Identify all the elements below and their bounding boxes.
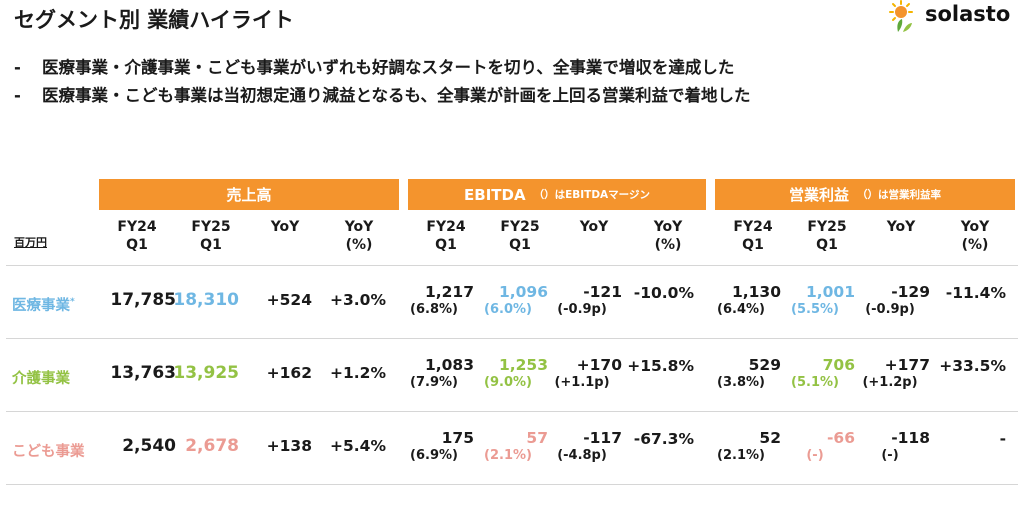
unit-label: 百万円 <box>14 236 47 249</box>
summary-bullet: - 医療事業・介護事業・こども事業がいずれも好調なスタートを切り、全事業で増収を達… <box>14 58 735 77</box>
op-fy25-cell: 706 (5.1%) <box>791 356 855 391</box>
summary-bullets: - 医療事業・介護事業・こども事業がいずれも好調なスタートを切り、全事業で増収を達… <box>14 54 751 110</box>
ebitda-pct-cell: -67.3% <box>633 430 694 448</box>
ebitda-pct-cell: +15.8% <box>627 357 694 375</box>
sales-pct-cell: +5.4% <box>330 437 386 455</box>
op-pct-cell: -11.4% <box>945 284 1006 302</box>
sales-fy25-cell: 18,310 <box>173 290 239 310</box>
sales-pct-cell: +1.2% <box>330 364 386 382</box>
table-divider <box>6 338 1018 339</box>
sales-fy25-cell: 2,678 <box>185 436 239 456</box>
table-divider <box>6 265 1018 266</box>
ebitda-yoy-cell: -121 (-0.9p) <box>557 283 622 318</box>
ebitda-fy24-cell: 1,083 (7.9%) <box>410 356 474 391</box>
col-yoy-pct-header: YoY (%) <box>344 219 374 253</box>
col-yoy-header: YoY <box>579 219 609 235</box>
page-title: セグメント別 業績ハイライト <box>14 8 294 32</box>
summary-bullet: - 医療事業・こども事業は当初想定通り減益となるも、全事業が計画を上回る営業利益で… <box>14 86 751 105</box>
sales-pct-cell: +3.0% <box>330 291 386 309</box>
row-label: こども事業 <box>12 444 85 460</box>
col-yoy-pct-header: YoY (%) <box>960 219 990 253</box>
op-fy24-cell: 1,130 (6.4%) <box>717 283 781 318</box>
col-yoy-pct-header: YoY (%) <box>653 219 683 253</box>
col-fy24-header: FY24 Q1 <box>117 219 157 253</box>
op-pct-cell: +33.5% <box>939 357 1006 375</box>
ebitda-fy24-cell: 175 (6.9%) <box>410 429 474 464</box>
ebitda-pct-cell: -10.0% <box>633 284 694 302</box>
sales-yoy-cell: +162 <box>266 364 312 382</box>
group-header-operating-income: 営業利益 （）は営業利益率 <box>715 179 1015 210</box>
sales-yoy-cell: +138 <box>266 437 312 455</box>
col-fy24-header: FY24 Q1 <box>733 219 773 253</box>
op-yoy-cell: +177 (+1.2p) <box>862 356 930 391</box>
col-yoy-header: YoY <box>270 219 300 235</box>
col-yoy-header: YoY <box>886 219 916 235</box>
op-yoy-cell: -118 (-) <box>881 429 930 464</box>
table-divider <box>6 484 1018 485</box>
ebitda-fy25-cell: 1,096 (6.0%) <box>484 283 548 318</box>
table-divider <box>6 411 1018 412</box>
row-label: 介護事業 <box>12 371 70 387</box>
sales-fy24-cell: 17,785 <box>110 290 176 310</box>
group-header-sales: 売上高 <box>99 179 399 210</box>
col-fy25-header: FY25 Q1 <box>191 219 231 253</box>
row-label: 医療事業* <box>12 297 75 314</box>
logo-text: solasto <box>925 2 1011 26</box>
op-fy25-cell: 1,001 (5.5%) <box>791 283 855 318</box>
op-fy24-cell: 529 (3.8%) <box>717 356 781 391</box>
sales-fy24-cell: 13,763 <box>110 363 176 383</box>
op-fy25-cell: -66 (-) <box>806 429 855 464</box>
sales-fy24-cell: 2,540 <box>122 436 176 456</box>
sales-yoy-cell: +524 <box>266 291 312 309</box>
sales-fy25-cell: 13,925 <box>173 363 239 383</box>
op-fy24-cell: 52 (2.1%) <box>717 429 781 464</box>
col-fy25-header: FY25 Q1 <box>807 219 847 253</box>
col-fy25-header: FY25 Q1 <box>500 219 540 253</box>
ebitda-yoy-cell: -117 (-4.8p) <box>557 429 622 464</box>
ebitda-fy24-cell: 1,217 (6.8%) <box>410 283 474 318</box>
ebitda-yoy-cell: +170 (+1.1p) <box>554 356 622 391</box>
sun-leaf-icon <box>889 0 913 32</box>
op-yoy-cell: -129 (-0.9p) <box>865 283 930 318</box>
company-logo: solasto <box>886 0 1016 34</box>
op-pct-cell: - <box>999 430 1006 448</box>
ebitda-fy25-cell: 57 (2.1%) <box>484 429 548 464</box>
col-fy24-header: FY24 Q1 <box>426 219 466 253</box>
ebitda-fy25-cell: 1,253 (9.0%) <box>484 356 548 391</box>
group-header-ebitda: EBITDA （）はEBITDAマージン <box>408 179 706 210</box>
